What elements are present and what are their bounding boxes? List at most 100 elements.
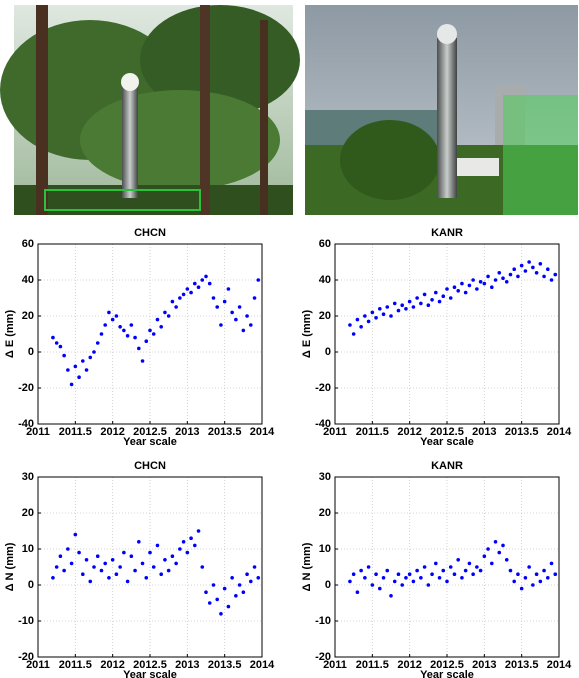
point [415, 569, 419, 573]
point [400, 303, 404, 307]
y-tick-label: 20 [319, 507, 331, 519]
point [404, 576, 408, 580]
point [234, 594, 238, 598]
point [527, 565, 531, 569]
point [445, 580, 449, 584]
point [126, 334, 130, 338]
point [81, 359, 85, 363]
point [115, 314, 119, 318]
point [141, 359, 145, 363]
point [449, 565, 453, 569]
point [512, 267, 516, 271]
point [163, 558, 167, 562]
point [96, 341, 100, 345]
point [144, 576, 148, 580]
point [389, 314, 393, 318]
point [524, 269, 528, 273]
point [159, 325, 163, 329]
point [475, 287, 479, 291]
x-tick-label: 2014 [547, 426, 572, 438]
point [359, 569, 363, 573]
point [223, 300, 227, 304]
point [204, 275, 208, 279]
point [88, 356, 92, 360]
point [242, 329, 246, 333]
point [553, 273, 557, 277]
point [385, 305, 389, 309]
point [178, 296, 182, 300]
point [427, 583, 431, 587]
point [141, 562, 145, 566]
point [66, 368, 70, 372]
point [441, 569, 445, 573]
x-tick-label: 2013 [472, 659, 496, 671]
point [230, 576, 234, 580]
point [363, 314, 367, 318]
point [253, 296, 257, 300]
x-axis-label: Year scale [420, 436, 474, 448]
point [434, 291, 438, 295]
point [494, 278, 498, 282]
point [137, 347, 141, 351]
point [479, 569, 483, 573]
y-tick-label: 20 [319, 310, 331, 322]
point [453, 285, 457, 289]
point [148, 551, 152, 555]
y-tick-label: -20 [315, 382, 331, 394]
point [130, 323, 134, 327]
point [174, 562, 178, 566]
point [212, 296, 216, 300]
point [359, 325, 363, 329]
point [460, 576, 464, 580]
y-tick-label: 0 [28, 579, 34, 591]
point [111, 558, 115, 562]
point [171, 554, 175, 558]
y-tick-label: 60 [22, 238, 34, 250]
point [163, 311, 167, 315]
point [374, 316, 378, 320]
x-tick-label: 2011.5 [59, 426, 92, 438]
point [546, 267, 550, 271]
y-tick-label: 0 [325, 579, 331, 591]
point [412, 305, 416, 309]
point [490, 562, 494, 566]
point [393, 580, 397, 584]
point [107, 576, 111, 580]
point [200, 565, 204, 569]
point [223, 587, 227, 591]
point [378, 587, 382, 591]
point [423, 293, 427, 297]
point [546, 576, 550, 580]
point [197, 285, 201, 289]
point [238, 305, 242, 309]
point [356, 318, 360, 322]
x-tick-label: 2012 [100, 426, 124, 438]
point [408, 300, 412, 304]
point [51, 336, 55, 340]
point [483, 282, 487, 286]
point [501, 276, 505, 280]
point [92, 350, 96, 354]
point [456, 289, 460, 293]
point [441, 294, 445, 298]
point [382, 576, 386, 580]
point [171, 300, 175, 304]
point [371, 583, 375, 587]
y-tick-label: 0 [28, 346, 34, 358]
point [62, 569, 66, 573]
point [256, 576, 260, 580]
point [118, 325, 122, 329]
point [219, 323, 223, 327]
y-tick-label: -20 [18, 651, 34, 663]
point [59, 554, 63, 558]
point [55, 341, 59, 345]
point [374, 572, 378, 576]
point [62, 354, 66, 358]
y-tick-label: 20 [22, 310, 34, 322]
point [103, 562, 107, 566]
point [356, 590, 360, 594]
point [245, 314, 249, 318]
point [468, 284, 472, 288]
point [505, 280, 509, 284]
point [122, 551, 126, 555]
